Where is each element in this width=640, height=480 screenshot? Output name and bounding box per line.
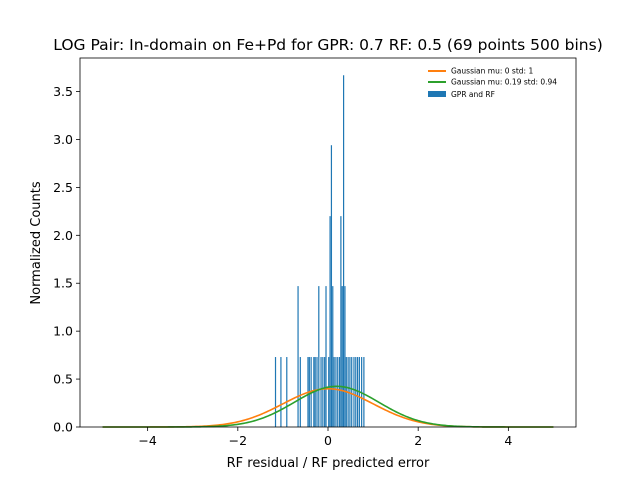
y-axis-ticks: 0.0 0.5 1.0 1.5 2.0 2.5 3.0 3.5 [53,84,80,435]
histogram-bar-13 [322,357,324,427]
histogram-bar-26 [342,75,345,427]
histogram-bar-14 [324,357,326,427]
legend-label-gaussian-0: Gaussian mu: 0 std: 1 [451,67,533,76]
chart-title: LOG Pair: In-domain on Fe+Pd for GPR: 0.… [53,36,603,54]
histogram-bar-1 [280,357,282,427]
histogram-bar-11 [318,286,320,427]
y-axis-label: Normalized Counts [29,181,44,304]
y-tick-label-1: 0.5 [53,372,73,387]
histogram-bar-15 [325,286,327,427]
histogram-bar-10 [316,357,318,427]
histogram-bar-4 [299,357,301,427]
x-tick-label-0: −4 [138,433,156,448]
x-axis-ticks: −4 −2 0 2 4 [138,427,512,448]
histogram-bar-20 [333,357,335,427]
histogram-bar-17 [329,216,331,427]
y-tick-label-5: 2.5 [53,180,73,195]
histogram-bar-30 [349,357,351,427]
histogram-bar-3 [297,286,299,427]
histogram-bar-23 [338,357,341,427]
histogram-bar-32 [353,357,355,427]
x-axis-label: RF residual / RF predicted error [227,456,430,471]
histogram-bar-24 [340,216,342,427]
y-tick-label-3: 1.5 [53,276,73,291]
legend-label-gaussian-1: Gaussian mu: 0.19 std: 0.94 [451,78,557,87]
plot-area [79,57,577,428]
legend-entry-gaussian-0: Gaussian mu: 0 std: 1 [428,67,533,76]
x-tick-label-3: 2 [414,433,422,448]
legend-swatch-histogram [428,91,446,97]
histogram-bar-19 [332,286,334,427]
x-tick-label-2: 0 [324,433,332,448]
histogram-bar-31 [351,357,353,427]
gaussian-curve-0 [102,387,554,428]
gaussian-curves [102,385,554,428]
histogram-bar-34 [356,357,359,427]
legend-label-histogram: GPR and RF [451,90,495,99]
y-tick-label-4: 2.0 [53,228,73,243]
histogram-bar-2 [286,357,288,427]
histogram-bar-12 [320,357,322,427]
legend-entry-histogram: GPR and RF [428,90,495,99]
histogram-bar-33 [355,357,357,427]
y-tick-label-7: 3.5 [53,84,73,99]
x-tick-label-4: 4 [504,433,512,448]
gaussian-curve-1 [102,385,554,428]
histogram-bar-21 [335,357,337,427]
plot-frame [79,57,577,428]
histogram-bar-22 [337,357,339,427]
histogram-bar-27 [344,286,346,427]
y-tick-label-2: 1.0 [53,324,73,339]
legend: Gaussian mu: 0 std: 1 Gaussian mu: 0.19 … [428,67,557,99]
histogram-bar-37 [363,357,365,427]
histogram-bar-18 [330,145,333,427]
legend-entry-gaussian-1: Gaussian mu: 0.19 std: 0.94 [428,78,557,87]
x-tick-label-1: −2 [229,433,247,448]
y-tick-label-6: 3.0 [53,132,73,147]
histogram-bar-0 [274,357,277,427]
histogram-bar-25 [341,286,343,427]
histogram-bars [274,75,365,427]
y-tick-label-0: 0.0 [53,420,73,435]
histogram-bar-16 [328,357,330,427]
